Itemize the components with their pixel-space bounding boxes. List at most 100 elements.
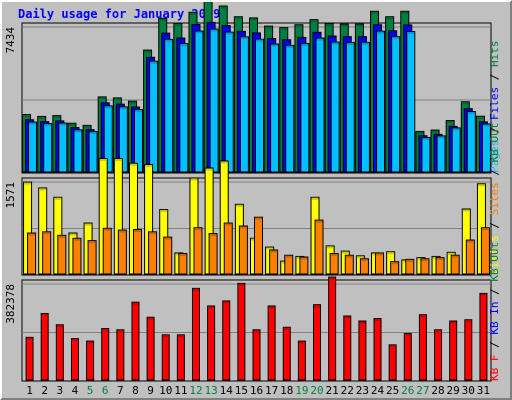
panel-2-sites-bar-8 bbox=[132, 228, 142, 275]
panel-2-sites-bar-7-top bbox=[118, 230, 126, 233]
panel-2-visits-bar-8-top bbox=[129, 163, 137, 166]
panel-3-kb-f-bar-11 bbox=[176, 334, 185, 381]
panel-3-kb-f-bar-22-face bbox=[343, 315, 352, 381]
panel-2-visits-bar-4-top bbox=[69, 233, 77, 236]
panel-1-files-bar-30-top bbox=[464, 109, 472, 112]
x-tick-label-6: 6 bbox=[102, 384, 109, 397]
x-tick-label-10: 10 bbox=[159, 384, 172, 397]
panel-1-pages-bar-20 bbox=[315, 37, 325, 173]
panel-2-sites-bar-8-top bbox=[133, 229, 141, 232]
panel-3-kb-f-bar-23-top bbox=[359, 321, 366, 324]
panel-1-files-bar-13-top bbox=[207, 22, 215, 25]
panel-1-pages-bar-3-face bbox=[58, 122, 68, 173]
panel-3-kb-f-bar-4 bbox=[70, 338, 79, 381]
panel-3-kb-f-bar-26-top bbox=[404, 334, 411, 337]
panel-1: 7434 Pages / Files / Hits bbox=[4, 2, 501, 174]
panel-3-kb-f-bar-29-face bbox=[449, 320, 458, 381]
panel-2-sites-bar-4 bbox=[72, 237, 82, 275]
panel-1-pages-bar-26-face bbox=[406, 31, 416, 173]
panel-3-kb-f-bar-19 bbox=[297, 340, 306, 381]
panel-3-kb-f-bar-21-face bbox=[328, 276, 337, 381]
panel-1-hits-bar-1-top bbox=[23, 114, 31, 117]
panel-2-sites-bar-16 bbox=[254, 216, 263, 275]
x-tick-label-9: 9 bbox=[147, 384, 154, 397]
panel-3-kb-f-bar-17-top bbox=[268, 306, 275, 309]
panel-3-kb-f-bar-17-face bbox=[267, 305, 276, 381]
panel-2-sites-bar-4-top bbox=[73, 238, 81, 241]
panel-1-axis-label-part-3: / bbox=[488, 67, 501, 87]
panel-3-axis-label-part-1: / bbox=[488, 335, 501, 355]
panel-2-sites-bar-2-top bbox=[43, 232, 51, 235]
panel-2-sites-bar-17 bbox=[269, 249, 279, 275]
x-tick-label-31: 31 bbox=[477, 384, 490, 397]
panel-2-sites-bar-22-top bbox=[345, 255, 353, 258]
panel-2-sites-bar-17-top bbox=[270, 250, 278, 253]
panel-1-pages-bar-18-top bbox=[286, 45, 294, 48]
panel-2-sites-bar-9 bbox=[148, 231, 158, 275]
panel-3-kb-f-bar-14-top bbox=[223, 301, 230, 304]
x-tick-label-27: 27 bbox=[416, 384, 429, 397]
panel-1-files-bar-9-top bbox=[147, 57, 155, 60]
panel-1-hits-bar-27-top bbox=[416, 131, 424, 134]
panel-2-sites-bar-18-top bbox=[285, 255, 293, 258]
panel-1-axis-label-part-0: Pages bbox=[488, 140, 501, 173]
panel-1-pages-bar-27 bbox=[421, 136, 431, 173]
panel-1-pages-bar-10-face bbox=[164, 38, 174, 173]
panel-3-axis-label-part-2: KB In bbox=[488, 302, 501, 335]
panel-1-pages-bar-30-face bbox=[466, 111, 476, 173]
panel-2-sites-bar-30 bbox=[465, 239, 475, 275]
panel-1-pages-bar-15-top bbox=[240, 37, 248, 40]
panel-2-sites-bar-6-face bbox=[102, 227, 112, 275]
panel-2-sites-bar-26-face bbox=[405, 258, 415, 275]
panel-3-kb-f-bar-4-top bbox=[71, 339, 78, 342]
panel-3-kb-f-bar-30 bbox=[464, 319, 473, 381]
x-tick-label-3: 3 bbox=[57, 384, 64, 397]
panel-1-pages-bar-18-face bbox=[285, 44, 295, 173]
panel-2-sites-bar-2 bbox=[42, 231, 52, 275]
panel-1-axis-label-part-2: Files bbox=[488, 87, 501, 120]
panel-2-axis-label: Visits / Sites / KB Out bbox=[488, 123, 501, 275]
panel-2-sites-bar-29-top bbox=[451, 255, 459, 258]
panel-2-sites-bar-9-face bbox=[148, 231, 158, 275]
x-tick-label-23: 23 bbox=[356, 384, 369, 397]
panel-2-sites-bar-3-top bbox=[58, 235, 66, 238]
panel-1-pages-bar-19 bbox=[300, 42, 310, 173]
panel-2-sites-bar-29 bbox=[450, 254, 460, 275]
x-tick-label-16: 16 bbox=[250, 384, 263, 397]
panel-1-pages-bar-1-face bbox=[28, 121, 38, 173]
panel-2-sites-bar-11-top bbox=[179, 254, 187, 257]
panel-1-hits-bar-3-top bbox=[53, 116, 61, 119]
panel-3-kb-f-bar-7-top bbox=[117, 330, 124, 333]
panel-1-pages-bar-23 bbox=[360, 41, 370, 173]
panel-2-visits-bar-2-top bbox=[39, 188, 47, 191]
panel-3-kb-f-bar-8-top bbox=[132, 302, 139, 305]
panel-3-kb-f-bar-5-face bbox=[86, 340, 95, 381]
panel-3-kb-f-bar-22 bbox=[343, 315, 352, 381]
panel-2-sites-bar-25 bbox=[390, 261, 400, 275]
panel-1-pages-bar-28 bbox=[436, 135, 446, 173]
panel-3-kb-f-bar-21-top bbox=[329, 277, 336, 280]
panel-1-files-bar-25-top bbox=[389, 31, 397, 34]
panel-2-sites-bar-15-top bbox=[239, 226, 247, 229]
panel-1-pages-bar-4-face bbox=[73, 129, 83, 173]
panel-1-hits-bar-6-top bbox=[98, 97, 106, 100]
x-tick-label-26: 26 bbox=[401, 384, 414, 397]
panel-3-kb-f-bar-28 bbox=[434, 329, 443, 381]
panel-1-pages-bar-18 bbox=[285, 44, 295, 173]
panel-3-kb-f-bar-16 bbox=[252, 329, 261, 381]
panel-1-files-bar-12-top bbox=[192, 25, 200, 28]
panel-2-visits-bar-9-top bbox=[145, 164, 153, 167]
panel-3-kb-f-bar-7 bbox=[116, 329, 125, 381]
panel-2-visits-bar-20-top bbox=[311, 197, 319, 200]
panel-3-kb-f-bar-12-top bbox=[192, 288, 199, 291]
panel-3-kb-f-bar-25-top bbox=[389, 345, 396, 348]
panel-1-pages-bar-29 bbox=[451, 127, 461, 173]
panel-1-hits-bar-31-top bbox=[476, 116, 484, 119]
panel-2-sites-bar-30-top bbox=[466, 240, 474, 243]
panel-1-pages-bar-12-top bbox=[195, 31, 203, 34]
panel-1-hits-bar-8-top bbox=[128, 101, 136, 104]
panel-3-kb-f-bar-5 bbox=[86, 340, 95, 381]
panel-2-sites-bar-13-top bbox=[209, 234, 217, 237]
panel-1-pages-bar-23-top bbox=[361, 42, 369, 45]
